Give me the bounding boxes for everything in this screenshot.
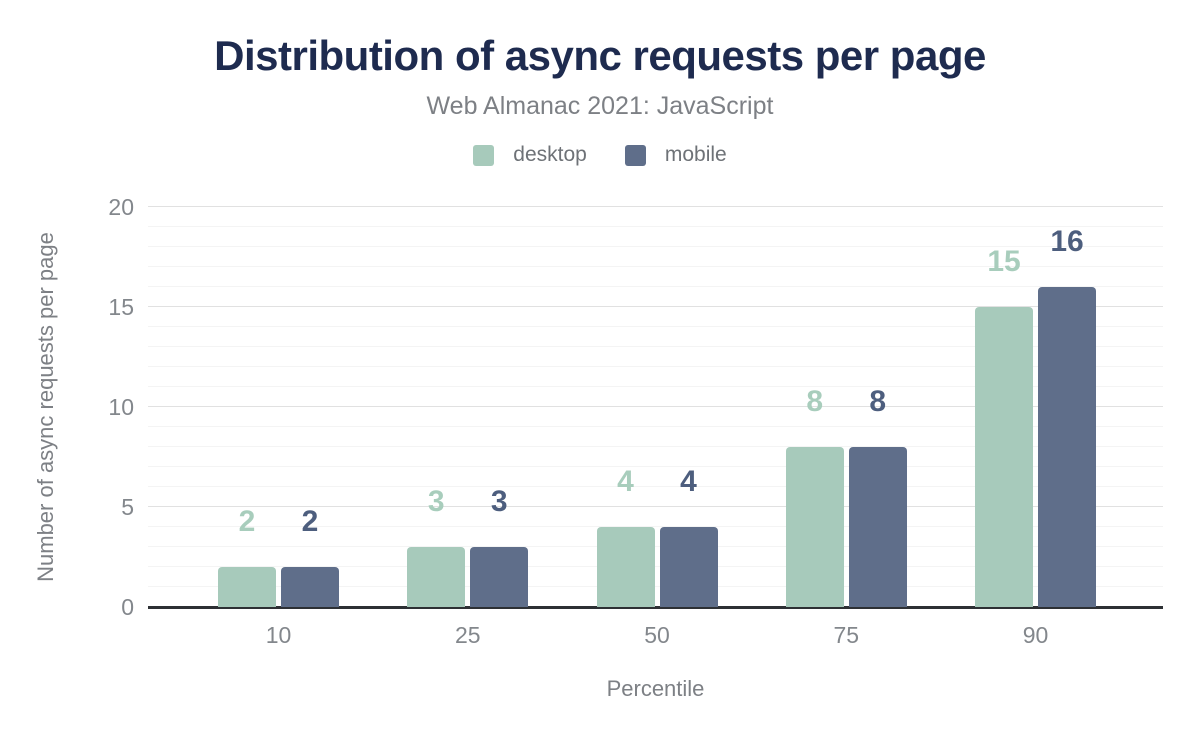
- legend-label: desktop: [513, 143, 587, 166]
- bar-value-label-mobile: 3: [490, 485, 508, 518]
- legend-item-desktop[interactable]: desktop: [473, 143, 587, 167]
- minor-gridline: [148, 446, 1163, 447]
- y-tick-label: 15: [108, 294, 134, 320]
- bar-col-mobile: 3: [470, 485, 529, 607]
- minor-gridline: [148, 366, 1163, 367]
- bar-value-label-desktop: 4: [617, 465, 634, 498]
- bar-mobile-p50[interactable]: [659, 527, 718, 607]
- bar-mobile-p25[interactable]: [470, 547, 529, 607]
- y-axis-title: Number of async requests per page: [33, 232, 58, 582]
- bar-desktop-p10[interactable]: [218, 567, 276, 607]
- x-tick-label: 25: [454, 622, 481, 648]
- bar-mobile-p75[interactable]: [848, 447, 907, 607]
- bar-value-label-desktop: 3: [427, 485, 445, 518]
- major-gridline: [148, 506, 1163, 507]
- bar-col-mobile: 16: [1038, 227, 1096, 607]
- bar-mobile-p10[interactable]: [281, 567, 339, 607]
- bar-desktop-p75[interactable]: [785, 447, 844, 607]
- x-tick-label: 90: [1022, 622, 1049, 648]
- bar-desktop-p25[interactable]: [407, 547, 466, 607]
- major-gridline: [148, 206, 1163, 207]
- bar-col-desktop: 3: [407, 485, 466, 607]
- chart-title: Distribution of async requests per page: [214, 32, 986, 79]
- bars-row: 2 2 3 3 4 4 8 8 15 16: [218, 207, 1096, 607]
- legend-item-mobile[interactable]: mobile: [624, 143, 727, 167]
- minor-gridline: [148, 386, 1163, 387]
- minor-gridline: [148, 586, 1163, 587]
- y-tick-label: 10: [108, 394, 134, 420]
- minor-gridline: [148, 426, 1163, 427]
- x-tick-label: 10: [265, 622, 292, 648]
- bar-col-desktop: 15: [975, 247, 1033, 607]
- x-axis-title: Percentile: [606, 676, 705, 701]
- bar-group-p90: 15 16: [975, 227, 1096, 607]
- bar-desktop-p90[interactable]: [975, 307, 1033, 607]
- bar-value-label-desktop: 15: [987, 245, 1021, 278]
- major-gridline: [148, 406, 1163, 407]
- bar-value-label-mobile: 2: [301, 505, 319, 538]
- y-tick-label: 5: [121, 494, 134, 520]
- legend: desktop mobile: [0, 143, 1200, 167]
- bar-value-label-mobile: 16: [1050, 225, 1084, 258]
- legend-swatch-desktop: [473, 144, 495, 166]
- minor-gridline: [148, 546, 1163, 547]
- minor-gridline: [148, 246, 1163, 247]
- minor-gridline: [148, 526, 1163, 527]
- minor-gridline: [148, 486, 1163, 487]
- bar-desktop-p50[interactable]: [596, 527, 655, 607]
- bar-col-desktop: 4: [596, 465, 655, 607]
- x-axis-line: [148, 606, 1163, 609]
- minor-gridline: [148, 286, 1163, 287]
- x-tick-labels: 10 25 50 75 90: [218, 622, 1096, 649]
- minor-gridline: [148, 226, 1163, 227]
- chart-subtitle: Web Almanac 2021: JavaScript: [426, 92, 774, 120]
- y-tick-label: 0: [121, 594, 134, 620]
- bar-col-mobile: 8: [848, 385, 907, 607]
- x-tick-label: 50: [644, 622, 670, 648]
- plot-area: 0 5 10 15 20 2 2 3 3 4 4 8 8 15 16 10 25 50 75 90: [108, 195, 1163, 648]
- bar-col-mobile: 2: [281, 507, 339, 607]
- legend-swatch-mobile: [624, 144, 646, 166]
- bar-col-desktop: 2: [218, 507, 276, 607]
- bar-value-label-mobile: 4: [680, 465, 697, 498]
- minor-gridline: [148, 566, 1163, 567]
- minor-gridline: [148, 266, 1163, 267]
- x-tick-label: 75: [833, 622, 860, 648]
- bar-col-mobile: 4: [659, 465, 718, 607]
- major-gridline: [148, 306, 1163, 307]
- bar-mobile-p90[interactable]: [1038, 287, 1096, 607]
- bar-value-label-mobile: 8: [869, 385, 887, 418]
- bar-value-label-desktop: 8: [806, 385, 824, 418]
- bar-col-desktop: 8: [785, 385, 844, 607]
- bar-value-label-desktop: 2: [238, 505, 256, 538]
- y-tick-label: 20: [108, 194, 134, 220]
- minor-gridline: [148, 326, 1163, 327]
- minor-gridline: [148, 346, 1163, 347]
- legend-label: mobile: [664, 143, 727, 166]
- minor-gridline: [148, 466, 1163, 467]
